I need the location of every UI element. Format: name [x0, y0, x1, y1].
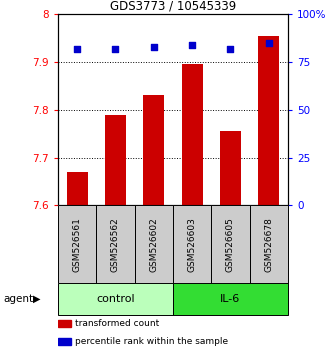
Text: control: control	[96, 294, 135, 304]
Text: agent: agent	[3, 294, 33, 304]
Text: GSM526561: GSM526561	[72, 217, 82, 272]
Bar	[182, 64, 203, 205]
Text: IL-6: IL-6	[220, 294, 241, 304]
Bar	[220, 131, 241, 205]
Bar	[135, 205, 173, 283]
Bar	[173, 283, 288, 315]
Bar	[105, 114, 126, 205]
Text: GSM526678: GSM526678	[264, 217, 273, 272]
Bar	[58, 205, 96, 283]
Title: GDS3773 / 10545339: GDS3773 / 10545339	[110, 0, 236, 13]
Bar	[96, 205, 135, 283]
Bar	[67, 172, 88, 205]
Text: percentile rank within the sample: percentile rank within the sample	[75, 337, 228, 346]
Bar	[250, 205, 288, 283]
Text: GSM526603: GSM526603	[188, 217, 197, 272]
Point	[151, 44, 157, 50]
Bar	[58, 283, 173, 315]
Bar	[143, 95, 164, 205]
Bar	[258, 36, 279, 205]
Bar	[58, 338, 71, 345]
Point	[228, 46, 233, 51]
Bar	[211, 205, 250, 283]
Text: GSM526562: GSM526562	[111, 217, 120, 272]
Bar	[173, 205, 211, 283]
Text: ▶: ▶	[33, 294, 41, 304]
Bar	[58, 320, 71, 327]
Point	[266, 40, 271, 46]
Point	[113, 46, 118, 51]
Text: GSM526602: GSM526602	[149, 217, 158, 272]
Point	[74, 46, 80, 51]
Point	[189, 42, 195, 47]
Text: transformed count: transformed count	[75, 319, 160, 329]
Text: GSM526605: GSM526605	[226, 217, 235, 272]
